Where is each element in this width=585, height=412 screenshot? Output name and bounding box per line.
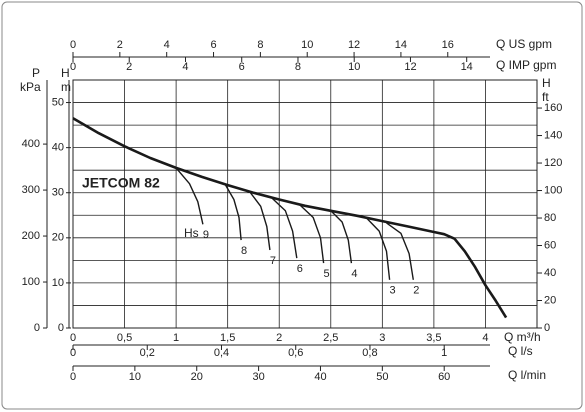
axis-tick-label: 30 (252, 371, 264, 383)
axis-tick-label: 140 (544, 129, 562, 141)
y-tick-label: 50 (52, 96, 64, 108)
axis-tick-label: 1 (441, 347, 447, 359)
curve-label: 7 (270, 255, 276, 267)
axis-unit: kPa (20, 80, 41, 94)
axis-tick-label: 60 (438, 371, 450, 383)
x-tick-label: 4 (482, 332, 488, 344)
y-axis-title: H (61, 66, 70, 80)
axis-tick-label: 14 (461, 61, 473, 73)
axis-tick-label: 160 (544, 102, 562, 114)
curve-label: 5 (323, 268, 329, 280)
curve (249, 192, 271, 251)
curve-label: 4 (351, 268, 357, 280)
axis-tick-label: 4 (182, 61, 188, 73)
axis-tick-label: 2 (117, 39, 123, 51)
axis-unit: ft (542, 90, 549, 104)
axis-tick-label: 2 (126, 61, 132, 73)
axis-tick-label: 120 (544, 157, 562, 169)
axis-tick-label: 10 (129, 371, 141, 383)
suction-label: Hs (184, 226, 199, 240)
axis-tick-label: 20 (544, 294, 556, 306)
axis-tick-label: 0 (70, 61, 76, 73)
axis-tick-label: 0,2 (140, 347, 155, 359)
curve (175, 167, 204, 225)
axis-tick-label: 12 (404, 61, 416, 73)
y-tick-label: 30 (52, 187, 64, 199)
x-tick-label: 0,5 (117, 332, 132, 344)
y-tick-label: 20 (52, 232, 64, 244)
axis-tick-label: 10 (301, 39, 313, 51)
plot-area (72, 79, 538, 329)
axis-title: Q IMP gpm (496, 58, 556, 72)
axis-tick-label: 0 (34, 322, 40, 334)
axis-title: Q l/min (508, 368, 546, 382)
axis-tick-label: 10 (348, 61, 360, 73)
axis-tick-label: 6 (239, 61, 245, 73)
axis-tick-label: 100 (22, 276, 40, 288)
curve-label: 3 (389, 285, 395, 297)
curve (330, 210, 353, 264)
axis-tick-label: 12 (348, 39, 360, 51)
axis-tick-label: 80 (544, 212, 556, 224)
axis-tick-label: 4 (164, 39, 170, 51)
y-axis-unit: m (61, 80, 71, 94)
axis-tick-label: 100 (544, 184, 562, 196)
axis-tick-label: 16 (442, 39, 454, 51)
axis-tick-label: 0,4 (214, 347, 229, 359)
x-axis-title: Q m³/h (504, 330, 541, 344)
axis-tick-label: 6 (210, 39, 216, 51)
y-tick-label: 10 (52, 277, 64, 289)
axis-tick-label: 400 (22, 138, 40, 150)
axis-tick-label: 0 (70, 39, 76, 51)
y-tick-label: 40 (52, 142, 64, 154)
curve-label: 8 (241, 245, 247, 257)
axis-tick-label: 0 (544, 322, 550, 334)
axis-tick-label: 40 (544, 267, 556, 279)
x-tick-label: 2,5 (323, 332, 338, 344)
axis-tick-label: 20 (191, 371, 203, 383)
curve (366, 217, 391, 280)
curve-label: 9 (203, 229, 209, 241)
axis-tick-label: 0,6 (288, 347, 303, 359)
x-tick-label: 1,5 (220, 332, 235, 344)
x-tick-label: 3,5 (426, 332, 441, 344)
curve (299, 204, 325, 264)
curve (72, 117, 508, 319)
axis-title: H (542, 76, 551, 90)
axis-tick-label: 60 (544, 239, 556, 251)
x-tick-label: 3 (379, 332, 385, 344)
axis-title: Q l/s (508, 344, 533, 358)
product-label: JETCOM 82 (82, 175, 160, 191)
axis-tick-label: 40 (314, 371, 326, 383)
axis-tick-label: 300 (22, 184, 40, 196)
axis-tick-label: 0,8 (362, 347, 377, 359)
axis-tick-label: 14 (395, 39, 407, 51)
curve-label: 6 (297, 263, 303, 275)
axis-tick-label: 8 (295, 61, 301, 73)
axis-tick-label: 0 (70, 371, 76, 383)
curve (224, 184, 242, 241)
axis-tick-label: 8 (257, 39, 263, 51)
y-tick-label: 0 (58, 322, 64, 334)
axis-title: P (32, 66, 40, 80)
curve (271, 197, 298, 259)
x-tick-label: 1 (173, 332, 179, 344)
curve-label: 2 (413, 285, 419, 297)
axis-tick-label: 0 (70, 347, 76, 359)
curve (386, 222, 414, 280)
axis-title: Q US gpm (496, 37, 552, 51)
axis-tick-label: 200 (22, 230, 40, 242)
x-tick-label: 2 (276, 332, 282, 344)
x-tick-label: 0 (70, 332, 76, 344)
axis-tick-label: 50 (376, 371, 388, 383)
